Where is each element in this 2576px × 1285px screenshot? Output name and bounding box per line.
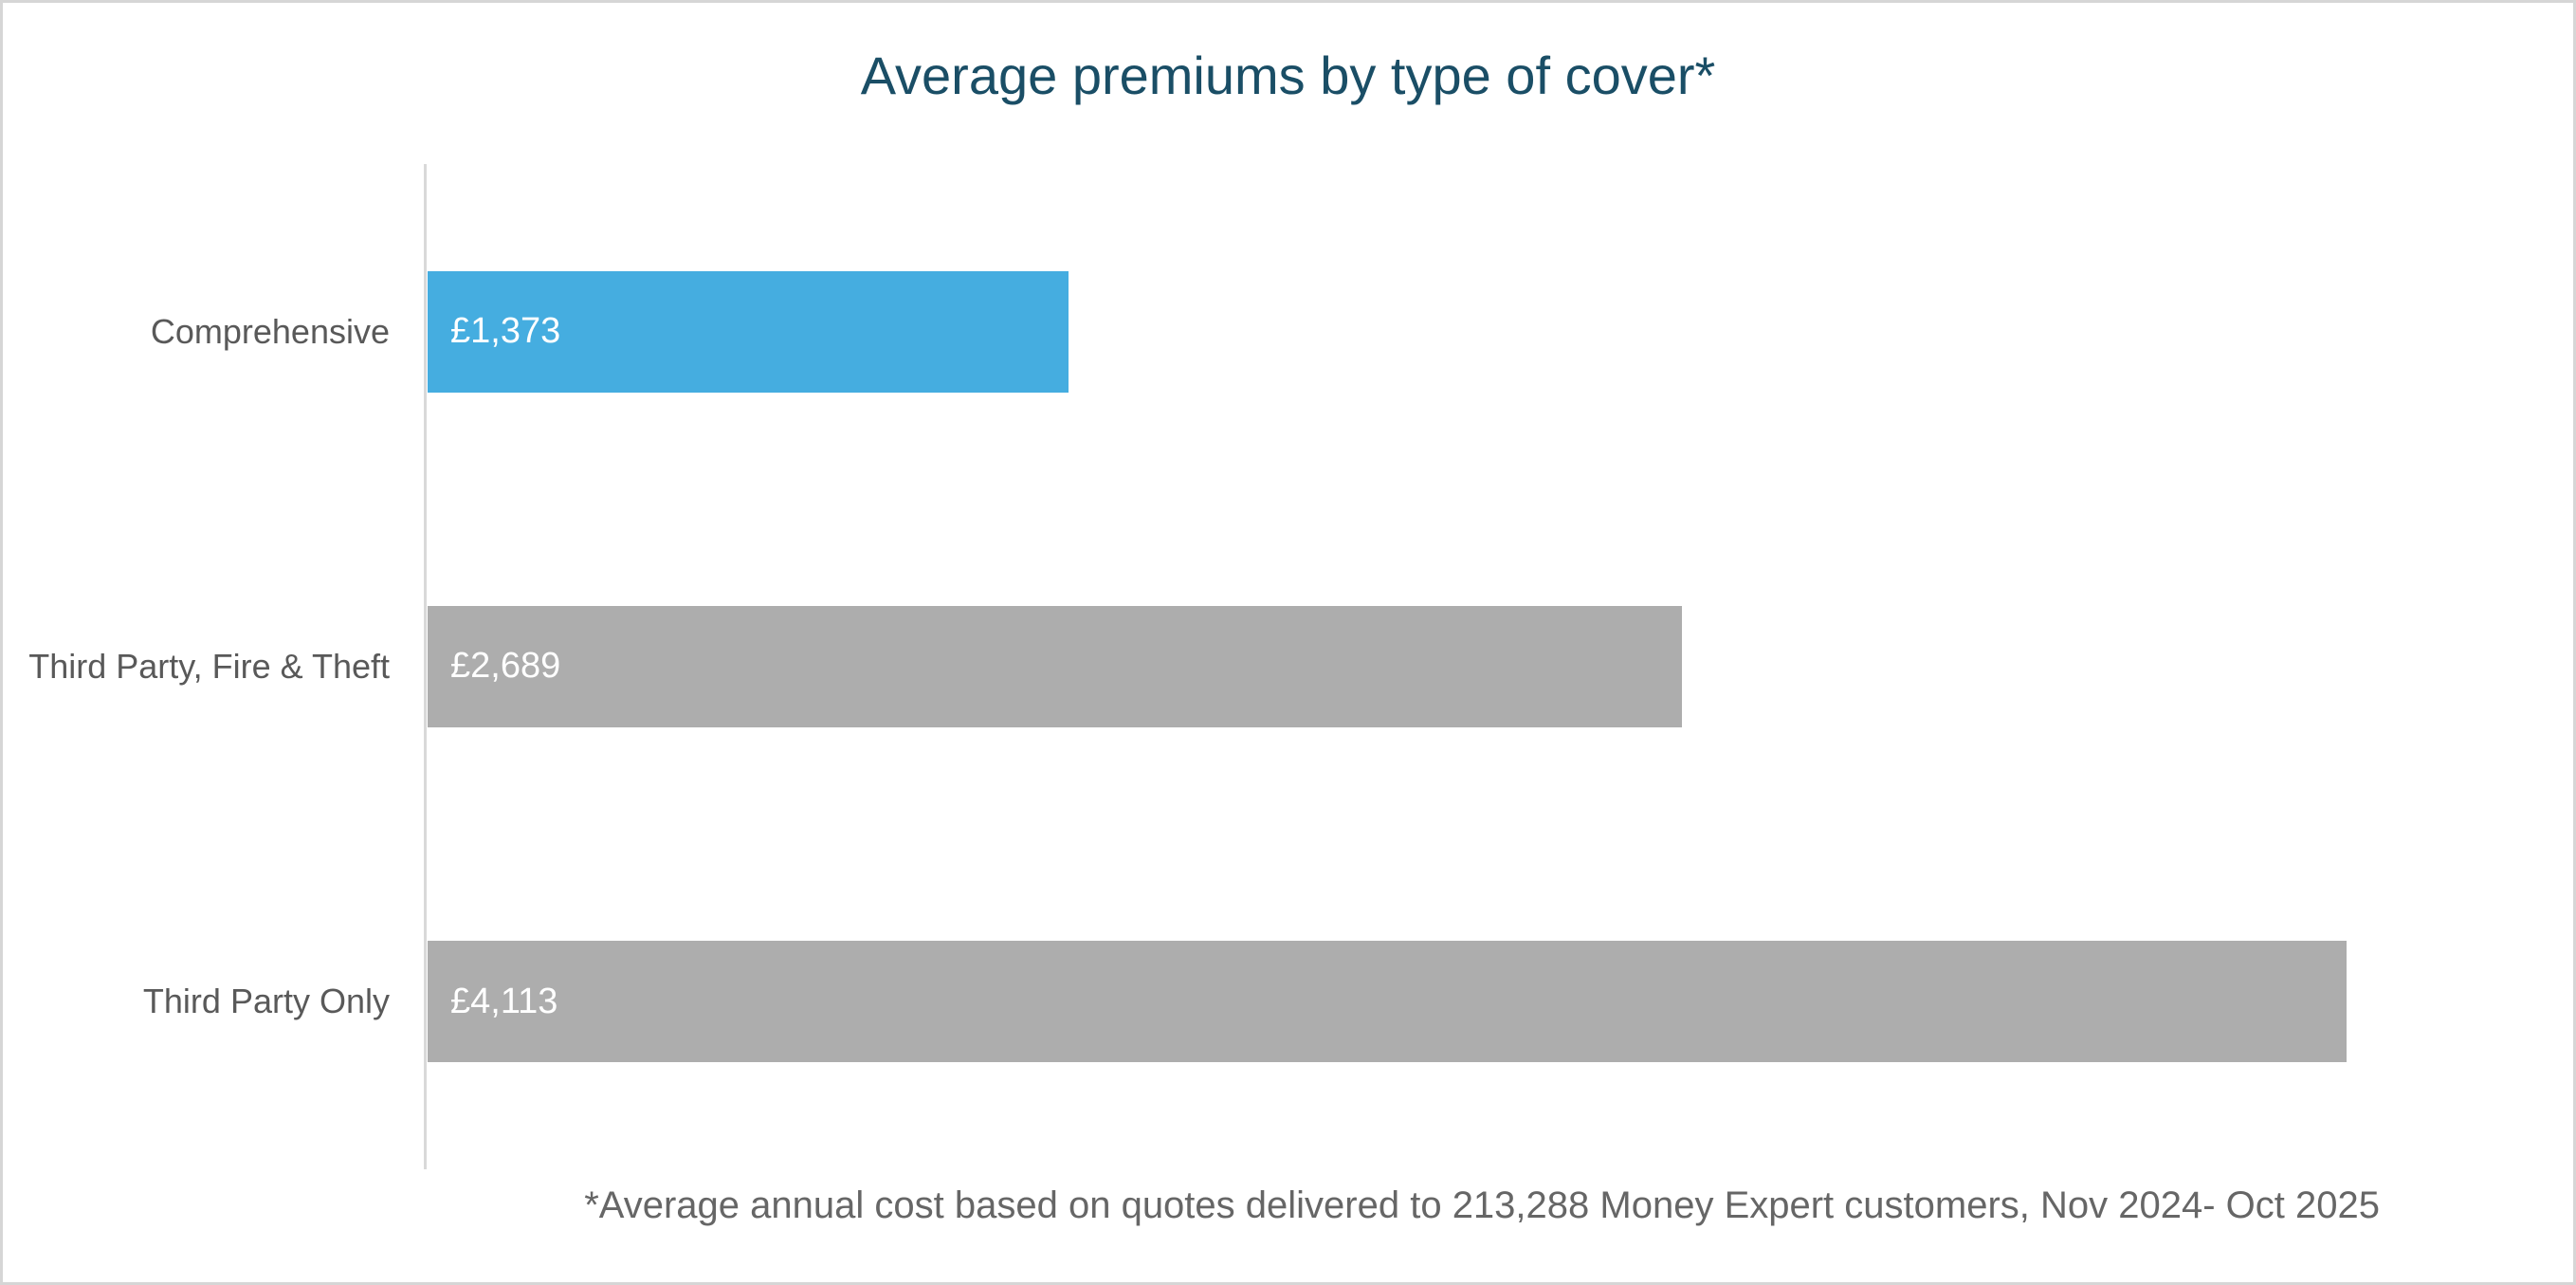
footnote: *Average annual cost based on quotes del… — [584, 1184, 2380, 1226]
y-axis-line — [424, 164, 427, 1169]
bar-row: Third Party, Fire & Theft £2,689 — [3, 499, 2527, 834]
bar-value-label: £2,689 — [450, 646, 561, 687]
bar-third-party-fire-theft: £2,689 — [428, 605, 1682, 727]
bar-row: Comprehensive £1,373 — [3, 164, 2527, 499]
bar-row: Third Party Only £4,113 — [3, 835, 2527, 1169]
plot-area: Comprehensive £1,373 Third Party, Fire &… — [3, 164, 2527, 1169]
bar-track: £4,113 — [428, 835, 2527, 1169]
category-label-third-party-only: Third Party Only — [142, 982, 390, 1021]
bar-value-label: £1,373 — [450, 311, 561, 352]
category-label-comprehensive: Comprehensive — [150, 311, 390, 351]
chart-title: Average premiums by type of cover* — [860, 46, 1716, 105]
bar-third-party-only: £4,113 — [428, 941, 2347, 1063]
bar-track: £2,689 — [428, 499, 2527, 834]
bar-comprehensive: £1,373 — [428, 270, 1069, 393]
category-label-third-party-fire-theft: Third Party, Fire & Theft — [28, 646, 390, 686]
bar-track: £1,373 — [428, 164, 2527, 499]
bar-value-label: £4,113 — [450, 981, 558, 1021]
